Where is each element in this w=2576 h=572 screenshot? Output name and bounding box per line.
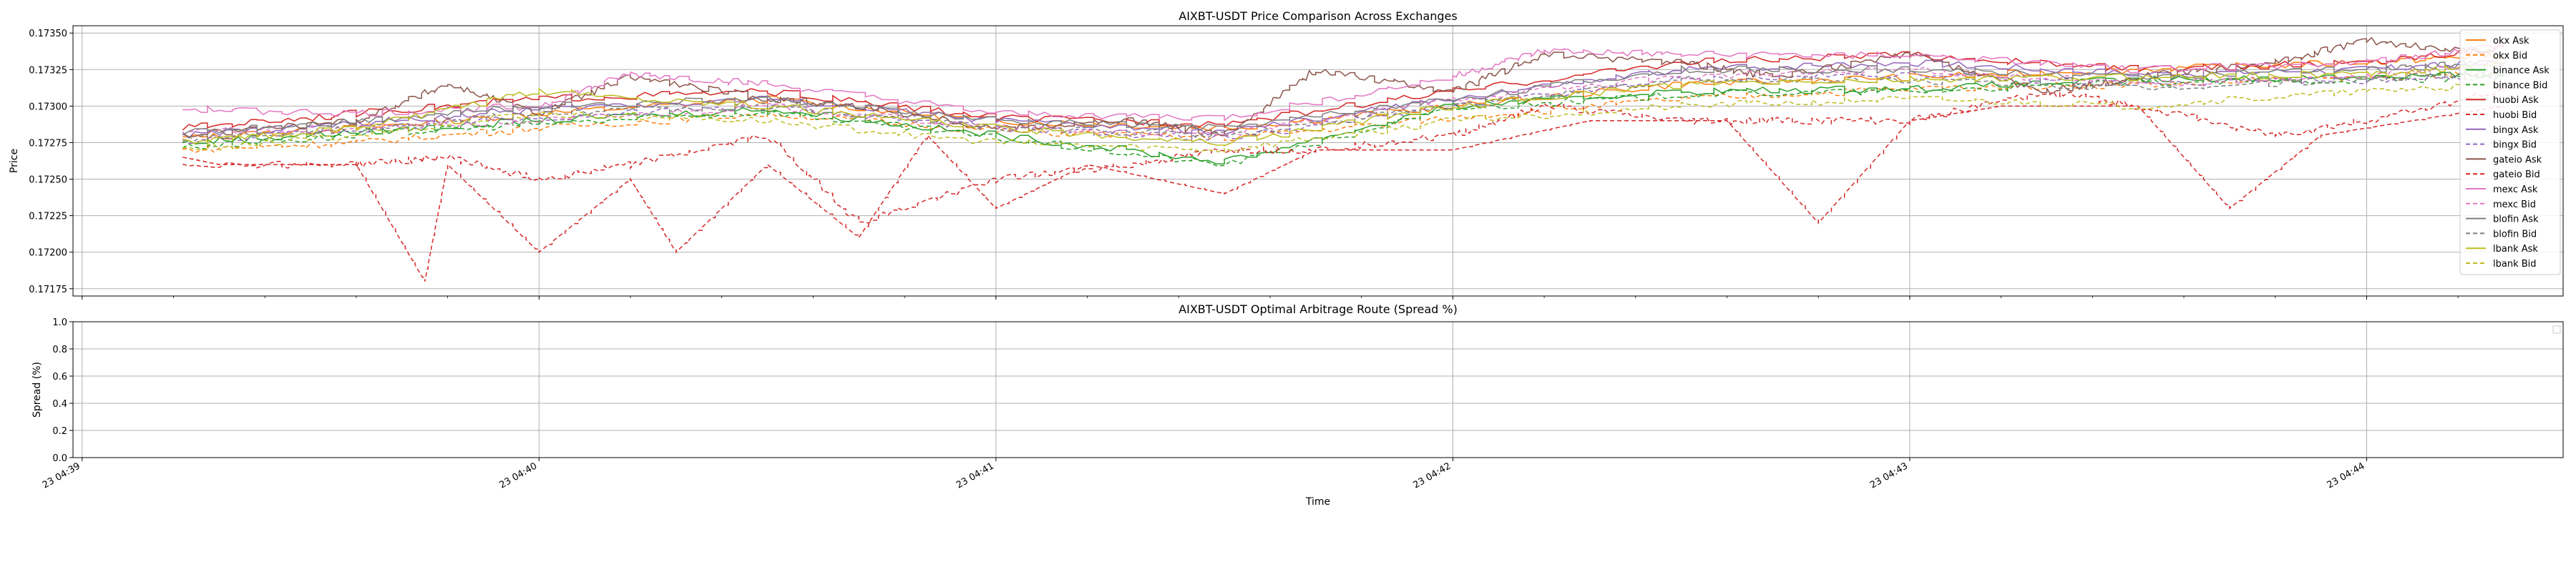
legend-label: gateio Bid — [2493, 169, 2540, 180]
legend-label: okx Bid — [2493, 51, 2527, 61]
top-y-tick-label: 0.17250 — [29, 175, 67, 186]
bottom-y-tick-label: 0.4 — [52, 399, 67, 410]
series-line-mexc-bid — [182, 62, 2504, 139]
top-series-lines — [182, 36, 2504, 282]
series-line-mexc-ask — [182, 42, 2504, 122]
bottom-y-axis-label: Spread (%) — [31, 362, 43, 418]
series-line-lbank-bid — [182, 82, 2504, 152]
top-y-tick-label: 0.17225 — [29, 212, 67, 222]
bottom-y-ticks: 0.0 0.2 0.4 0.6 0.8 1.0 — [52, 317, 73, 464]
series-line-binance-ask — [182, 70, 2504, 164]
legend-label: blofin Ask — [2493, 214, 2539, 225]
legend-label: mexc Bid — [2493, 199, 2536, 210]
top-y-tick-label: 0.17350 — [29, 29, 67, 39]
top-y-tick-label: 0.17275 — [29, 138, 67, 149]
bottom-y-tick-label: 1.0 — [52, 317, 67, 328]
bottom-chart-title: AIXBT-USDT Optimal Arbitrage Route (Spre… — [1179, 302, 1458, 316]
bottom-y-tick-label: 0.8 — [52, 345, 67, 355]
top-y-tick-label: 0.17175 — [29, 285, 67, 295]
series-line-huobi-bid — [182, 105, 2504, 282]
top-y-tick-label: 0.17325 — [29, 65, 67, 76]
top-legend-box — [2459, 29, 2561, 275]
legend-label: binance Ask — [2493, 66, 2550, 77]
series-line-okx-bid — [182, 71, 2504, 154]
series-line-lbank-ask — [182, 61, 2504, 147]
legend-label: lbank Bid — [2493, 259, 2537, 270]
legend-label: mexc Ask — [2493, 184, 2538, 195]
price-comparison-chart: AIXBT-USDT Price Comparison Across Excha… — [9, 9, 2564, 300]
top-x-ticks — [82, 296, 2459, 300]
bottom-plot-frame — [72, 321, 2564, 458]
legend-label: okx Ask — [2493, 36, 2529, 46]
legend-label: bingx Ask — [2493, 125, 2539, 136]
series-line-gateio-bid — [182, 89, 2504, 224]
top-y-axis-label: Price — [9, 149, 20, 173]
bottom-legend-box — [2552, 325, 2561, 334]
series-line-gateio-ask — [182, 36, 2504, 137]
bottom-y-tick-label: 0.2 — [52, 426, 67, 437]
top-y-tick-label: 0.17200 — [29, 248, 67, 259]
top-plot-frame — [72, 25, 2564, 297]
series-line-blofin-bid — [182, 69, 2504, 142]
legend-label: huobi Bid — [2493, 110, 2537, 121]
legend-label: gateio Ask — [2493, 154, 2542, 165]
top-legend: okx Ask okx Bid binance Ask binance Bid huob… — [2459, 29, 2561, 275]
legend-label: bingx Bid — [2493, 140, 2537, 151]
top-y-ticks: 0.17175 0.17200 0.17225 0.17250 0.17275 0.173… — [29, 29, 73, 295]
bottom-y-tick-label: 0.6 — [52, 372, 67, 383]
bottom-x-axis-label: Time — [1305, 496, 1330, 508]
top-chart-title: AIXBT-USDT Price Comparison Across Excha… — [1179, 9, 1457, 23]
legend-label: binance Bid — [2493, 80, 2547, 91]
legend-label: huobi Ask — [2493, 95, 2539, 106]
bottom-y-tick-label: 0.0 — [52, 453, 67, 464]
legend-label: blofin Bid — [2493, 229, 2537, 240]
top-y-tick-label: 0.17300 — [29, 102, 67, 112]
legend-label: lbank Ask — [2493, 244, 2538, 255]
